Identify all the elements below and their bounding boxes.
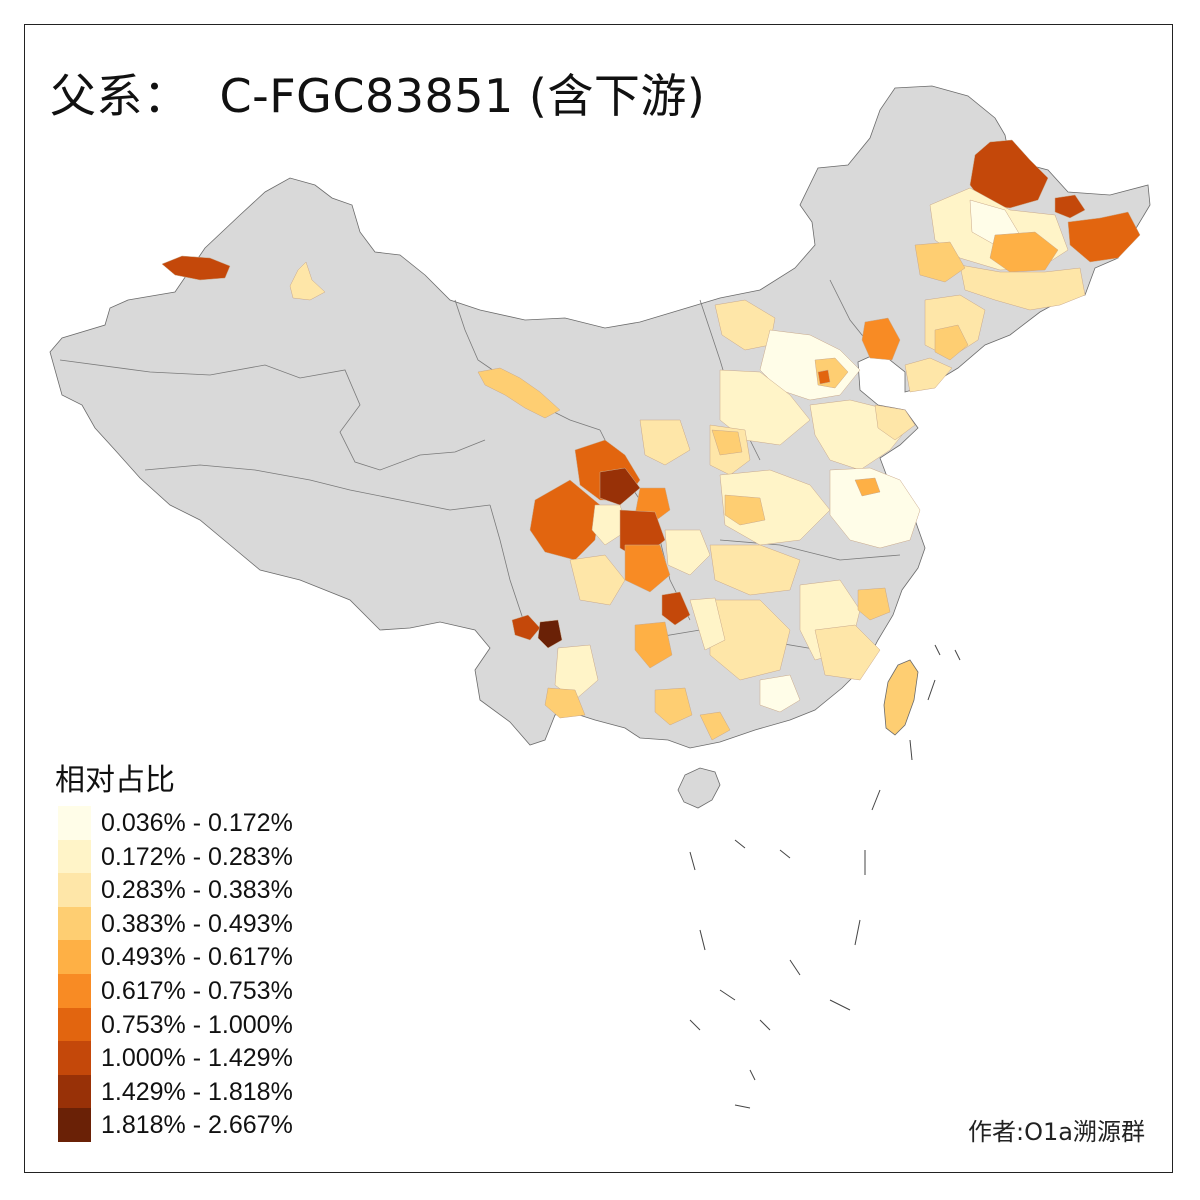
legend-range-label: 0.753% - 1.000% <box>101 1010 293 1039</box>
region-xinjiang-urumqi <box>289 261 326 301</box>
country-outline <box>49 85 1151 809</box>
title-haplogroup: C-FGC83851 (含下游) <box>219 69 706 123</box>
legend-swatch <box>58 839 91 874</box>
legend-range-label: 1.429% - 1.818% <box>101 1077 293 1106</box>
region-sichuan-south <box>569 554 626 606</box>
legend-range-label: 0.172% - 0.283% <box>101 842 293 871</box>
region-jiangsu-mid <box>854 477 881 497</box>
hainan-island <box>677 767 721 809</box>
legend-swatch <box>58 1074 91 1109</box>
region-hunan-2 <box>689 597 726 651</box>
region-guizhou <box>661 591 691 626</box>
region-xinjiang-ili <box>161 255 231 281</box>
region-liaoning-west <box>861 317 901 361</box>
south-china-sea-islands <box>689 644 961 1109</box>
author-credit: 作者:O1a溯源群 <box>968 1118 1145 1146</box>
legend-swatch <box>58 1041 91 1075</box>
region-jiangsu-anhui <box>829 467 921 549</box>
region-hubei <box>709 544 801 596</box>
region-henan <box>719 469 831 546</box>
region-zhejiang <box>857 587 891 621</box>
legend-range-label: 0.036% - 0.172% <box>101 809 293 837</box>
region-north-china-2 <box>719 369 811 446</box>
region-heilongjiang-south <box>989 231 1059 273</box>
region-sichuan-west <box>529 479 601 561</box>
region-yunnan-mid <box>554 644 599 701</box>
region-guangdong <box>759 674 801 713</box>
legend-swatch <box>58 806 91 840</box>
region-henan-2 <box>724 494 766 526</box>
legend-swatch <box>58 906 91 941</box>
region-yunnan-west <box>511 614 541 641</box>
legend-range-label: 1.000% - 1.429% <box>101 1044 293 1073</box>
region-beijing-core <box>817 369 831 385</box>
region-chongqing <box>664 529 711 576</box>
prefecture-regions <box>161 139 1141 741</box>
region-fujian <box>814 624 881 681</box>
legend-range-label: 0.617% - 0.753% <box>101 976 293 1005</box>
region-guangdong-2 <box>699 711 731 741</box>
legend-swatch <box>58 873 91 907</box>
region-liaoning-east <box>904 357 953 393</box>
legend-swatch <box>58 940 91 974</box>
legend-title: 相对占比 <box>55 763 175 798</box>
region-yunnan-dali <box>537 619 563 649</box>
region-jilin-west <box>914 241 966 283</box>
region-heilongjiang-east <box>1054 194 1086 219</box>
region-guizhou-2 <box>634 621 673 669</box>
mainland-outline <box>49 85 1151 749</box>
region-shanxi-2 <box>711 429 743 456</box>
legend-swatch <box>58 1108 91 1142</box>
legend-range-label: 0.283% - 0.383% <box>101 876 293 905</box>
legend-range-label: 0.493% - 0.617% <box>101 943 293 972</box>
region-gansu-core <box>599 467 641 506</box>
legend-range-label: 0.383% - 0.493% <box>101 909 293 938</box>
region-gansu-hexi <box>477 367 561 419</box>
legend-swatch <box>58 1007 91 1042</box>
region-guangxi <box>654 687 693 726</box>
map-title: 父系： C-FGC83851 (含下游) <box>50 60 705 126</box>
region-sichuan-north <box>591 504 629 546</box>
region-jilin <box>959 264 1086 311</box>
taiwan-island <box>883 659 919 736</box>
region-hunan <box>709 599 791 681</box>
title-label: 父系： <box>50 69 190 123</box>
legend-range-label: 1.818% - 2.667% <box>101 1111 293 1140</box>
region-shandong-coast <box>874 404 916 441</box>
region-sichuan-east <box>624 544 671 593</box>
region-liaoning-mid <box>934 324 969 361</box>
region-yunnan-south <box>544 687 586 719</box>
legend-swatch <box>58 973 91 1008</box>
region-heilongjiang-ne <box>1067 211 1141 263</box>
region-shaanxi-north <box>639 419 691 466</box>
